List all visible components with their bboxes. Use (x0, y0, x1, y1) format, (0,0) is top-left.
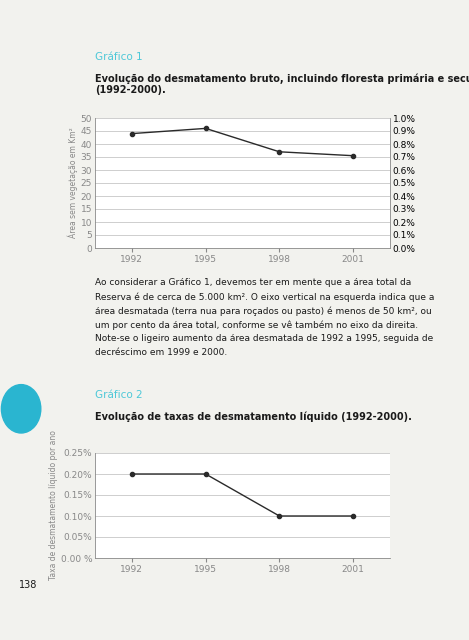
Text: Evolução do desmatamento bruto, incluindo floresta primária e secundária: Evolução do desmatamento bruto, incluind… (95, 73, 469, 84)
Text: Reserva é de cerca de 5.000 km². O eixo vertical na esquerda indica que a: Reserva é de cerca de 5.000 km². O eixo … (95, 292, 434, 301)
Circle shape (1, 385, 41, 433)
Text: (1992-2000).: (1992-2000). (95, 85, 166, 95)
Text: Evolução de taxas de desmatamento líquido (1992-2000).: Evolução de taxas de desmatamento líquid… (95, 412, 412, 422)
Text: área desmatada (terra nua para roçados ou pasto) é menos de 50 km², ou: área desmatada (terra nua para roçados o… (95, 306, 432, 316)
Text: Gráfico 2: Gráfico 2 (95, 390, 143, 400)
Text: Note-se o ligeiro aumento da área desmatada de 1992 a 1995, seguida de: Note-se o ligeiro aumento da área desmat… (95, 334, 433, 343)
Text: 138: 138 (19, 580, 37, 590)
Y-axis label: Área sem vegetação em Km²: Área sem vegetação em Km² (68, 127, 78, 238)
Text: Ao considerar a Gráfico 1, devemos ter em mente que a área total da: Ao considerar a Gráfico 1, devemos ter e… (95, 278, 411, 287)
Text: um por cento da área total, conforme se vê também no eixo da direita.: um por cento da área total, conforme se … (95, 320, 418, 330)
Text: Gráfico 1: Gráfico 1 (95, 52, 143, 62)
Y-axis label: Taxa de desmatamento líquido por ano: Taxa de desmatamento líquido por ano (49, 431, 58, 580)
Text: decréscimo em 1999 e 2000.: decréscimo em 1999 e 2000. (95, 348, 227, 357)
